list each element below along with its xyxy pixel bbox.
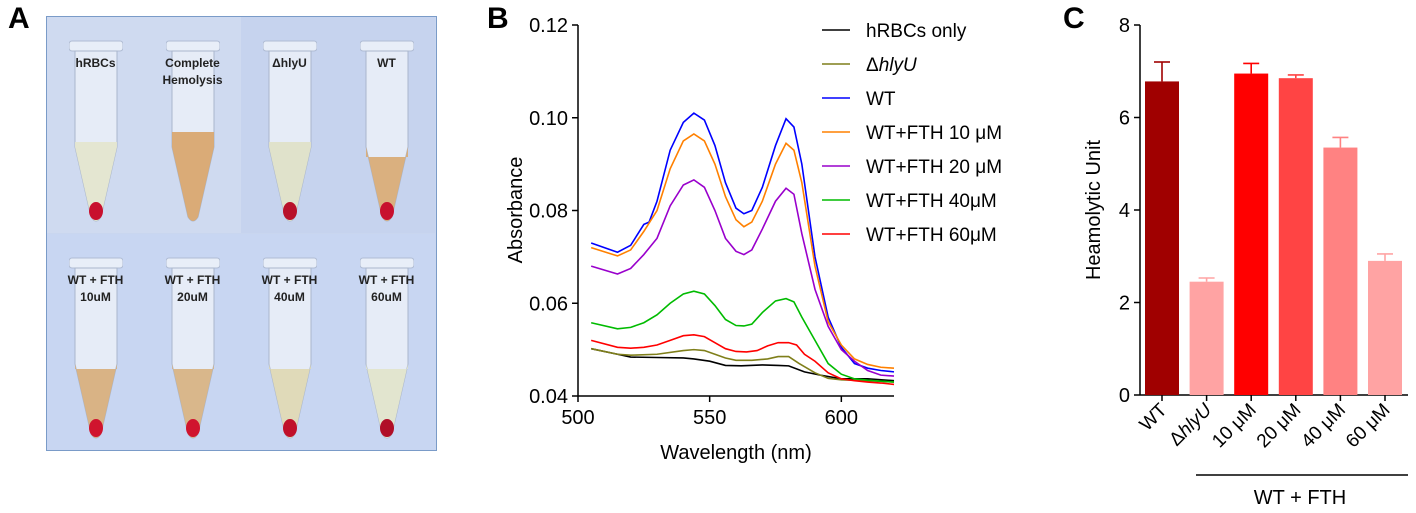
legend-label: hRBCs only <box>866 21 967 42</box>
bar-y-tick-label: 2 <box>1119 293 1130 315</box>
tube-label: WT + FTH 40uM <box>261 273 318 304</box>
y-tick-label: 0.04 <box>529 386 568 408</box>
series-line <box>590 133 895 369</box>
tube-icon <box>263 257 317 439</box>
tube-label: WT + FTH 20uM <box>164 273 221 304</box>
tube-cell: WT + FTH 40uM <box>241 234 338 450</box>
tube-cell: Complete Hemolysis <box>144 17 241 233</box>
series-line <box>590 290 895 383</box>
x-tick-label: 550 <box>693 407 726 429</box>
legend-label: WT+FTH 60μM <box>866 225 997 246</box>
bar-category-label: ΔhlyU <box>1165 399 1216 450</box>
tube-icon <box>69 257 123 439</box>
x-axis-label: Wavelength (nm) <box>660 442 812 464</box>
tube-photo: hRBCs Complete Hemolysis ΔhlyU WT WT + F… <box>46 16 437 451</box>
x-tick-label: 500 <box>561 407 594 429</box>
panel-label-c: C <box>1063 2 1085 35</box>
tube-cell: WT + FTH 60uM <box>338 234 435 450</box>
series-line <box>591 347 895 383</box>
tube-label: Complete Hemolysis <box>162 56 223 87</box>
y-axis-label: Absorbance <box>505 157 527 264</box>
tube-cell: WT + FTH 10uM <box>47 234 144 450</box>
tube-icon <box>360 257 414 439</box>
tube-cell: WT <box>338 17 435 233</box>
bar-y-tick-label: 0 <box>1119 385 1130 407</box>
bar <box>1234 73 1269 395</box>
legend-label: WT+FTH 40μM <box>866 191 997 212</box>
tube-icon <box>263 40 317 222</box>
bar <box>1145 81 1179 396</box>
bar-y-tick-label: 6 <box>1119 108 1130 130</box>
tube-cell: ΔhlyU <box>241 17 338 233</box>
legend-label: ΔhlyU <box>866 55 917 76</box>
legend-label: WT <box>866 89 896 110</box>
tube-icon <box>360 40 414 222</box>
bar-category-label: 20 μM <box>1253 400 1305 452</box>
y-tick-label: 0.08 <box>529 201 568 223</box>
bar-category-label: 10 μM <box>1208 400 1260 452</box>
bar-y-tick-label: 8 <box>1119 15 1130 37</box>
tube-cell: hRBCs <box>47 17 144 233</box>
bar <box>1368 260 1402 395</box>
y-tick-label: 0.10 <box>529 108 568 130</box>
bar-category-label: WT <box>1136 399 1172 435</box>
tube-label: WT <box>377 56 396 70</box>
tube-label: WT + FTH 60uM <box>358 273 415 304</box>
bar-y-tick-label: 4 <box>1119 200 1130 222</box>
legend-label: WT+FTH 10 μM <box>866 123 1002 144</box>
bar-y-axis-label: Heamolytic Unit <box>1083 140 1105 280</box>
bar-category-label: 40 μM <box>1297 400 1349 452</box>
panel-label-a: A <box>8 2 30 35</box>
legend-label: WT+FTH 20 μM <box>866 157 1002 178</box>
y-tick-label: 0.06 <box>529 293 568 315</box>
tube-cell: WT + FTH 20uM <box>144 234 241 450</box>
tube-icon <box>166 40 220 222</box>
x-tick-label: 600 <box>825 407 858 429</box>
tube-label: ΔhlyU <box>272 56 307 70</box>
tube-label: WT + FTH 10uM <box>67 273 124 304</box>
series-line <box>590 333 895 386</box>
tube-icon <box>166 257 220 439</box>
y-tick-label: 0.12 <box>529 15 568 37</box>
group-label: WT + FTH <box>1254 487 1346 509</box>
tube-label: hRBCs <box>75 56 116 70</box>
bar <box>1189 281 1224 395</box>
panel-label-b: B <box>487 2 509 35</box>
bar <box>1278 78 1313 395</box>
series-line <box>590 178 895 377</box>
tube-icon <box>69 40 123 222</box>
bar <box>1323 147 1358 395</box>
series-line <box>591 347 895 382</box>
bar-category-label: 60 μM <box>1342 400 1394 452</box>
